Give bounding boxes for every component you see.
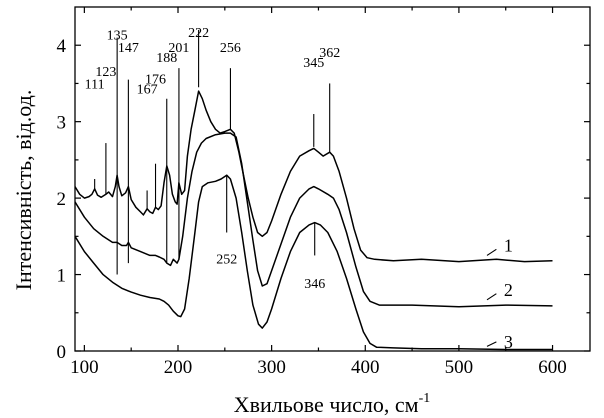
x-tick-label: 300 — [257, 357, 286, 378]
peak-label-222: 222 — [188, 26, 209, 41]
y-tick-label: 4 — [57, 36, 67, 57]
curve-label-2: 2 — [504, 280, 513, 300]
axis-ticks-layer: 100 200 300 400 500 600 0 1 2 3 4 — [57, 7, 590, 378]
peak-label-252: 252 — [216, 253, 237, 268]
x-tick-label: 100 — [70, 357, 99, 378]
y-tick-label: 1 — [57, 266, 67, 287]
curves-layer — [74, 90, 553, 351]
y-axis-title: Інтенсивність, від.од. — [11, 90, 36, 291]
y-tick-label: 2 — [57, 189, 67, 210]
x-tick-label: 400 — [351, 357, 380, 378]
peak-label-111: 111 — [85, 77, 105, 92]
curve-label-leader-1 — [486, 248, 497, 256]
peak-label-201: 201 — [168, 41, 189, 56]
peak-label-188: 188 — [156, 51, 177, 66]
peak-label-167: 167 — [137, 82, 158, 97]
y-tick-label: 3 — [57, 113, 67, 134]
peak-label-123: 123 — [95, 65, 116, 80]
plot-frame — [74, 6, 591, 352]
series-line-1 — [74, 90, 553, 263]
peak-label-345: 345 — [303, 56, 324, 71]
curve-label-3: 3 — [504, 332, 513, 352]
peak-label-147: 147 — [118, 41, 139, 56]
x-axis-title: Хвильове число, см-1 — [234, 391, 431, 417]
curve-label-1: 1 — [504, 236, 513, 256]
peak-label-256: 256 — [220, 41, 241, 56]
x-tick-label: 200 — [164, 357, 193, 378]
peak-label-176: 176 — [145, 72, 166, 87]
x-tick-label: 500 — [445, 357, 474, 378]
peak-label-135: 135 — [107, 29, 128, 44]
curve-label-leader-2 — [486, 293, 497, 301]
series-line-3 — [74, 174, 553, 351]
peak-label-346: 346 — [304, 277, 325, 292]
curve-labels-layer: 1 2 3 — [486, 236, 513, 352]
y-tick-label: 0 — [57, 342, 67, 363]
x-tick-label: 600 — [538, 357, 567, 378]
peak-label-362: 362 — [319, 46, 340, 61]
series-line-2 — [74, 132, 553, 308]
curve-label-leader-3 — [486, 341, 497, 347]
